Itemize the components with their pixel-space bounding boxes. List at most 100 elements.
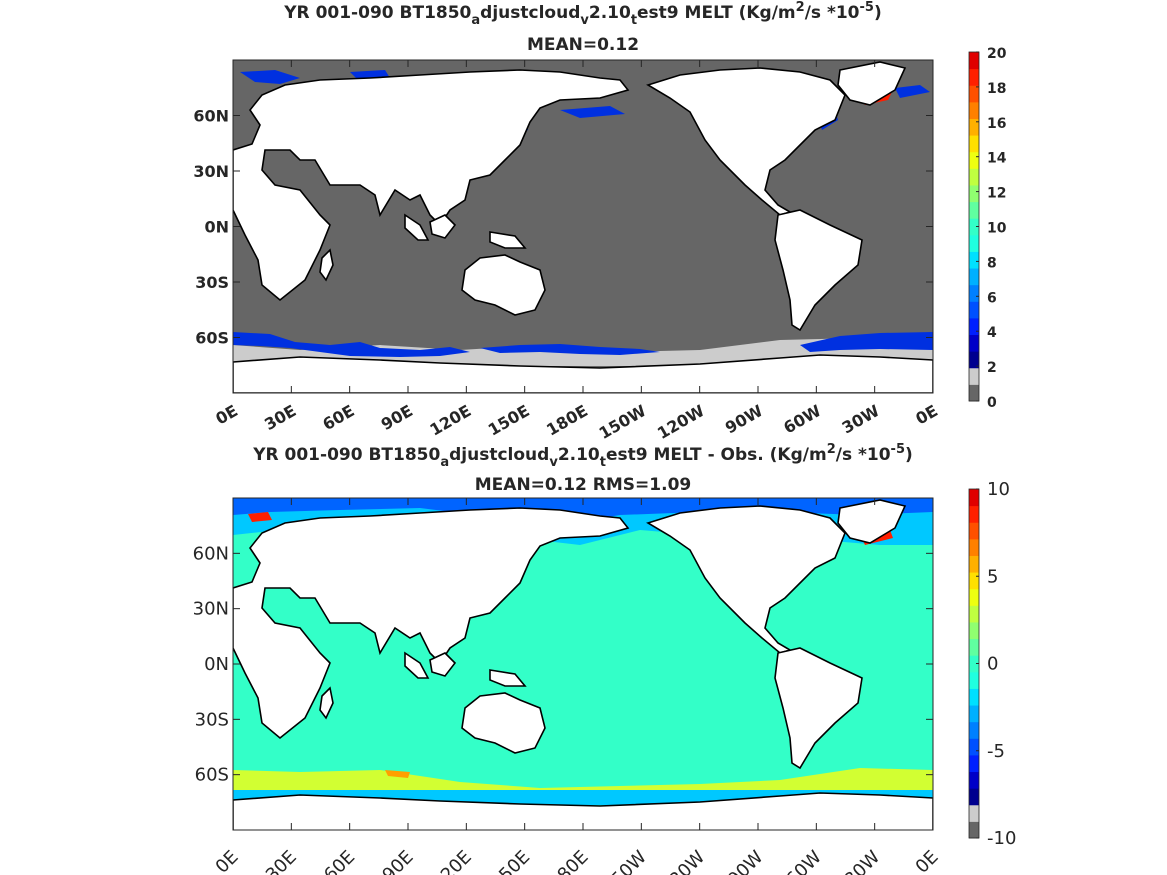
colorbar-segment-bottom — [969, 588, 979, 606]
y-tick-label-bottom: 0N — [204, 654, 229, 675]
colorbar-segment-top — [969, 184, 979, 203]
x-tick-label-bottom: 90E — [378, 847, 417, 875]
colorbar-tick-label-bottom: -10 — [987, 828, 1016, 849]
x-tick-label-top: 60E — [319, 401, 357, 434]
colorbar-tick-label-top: 2 — [987, 360, 997, 376]
colorbar-segment-top — [969, 85, 979, 103]
colorbar-segment-top — [969, 234, 979, 252]
x-tick-label-bottom: 0E — [912, 847, 943, 875]
x-tick-label-bottom: 150W — [599, 847, 651, 875]
colorbar-segment-top — [969, 101, 979, 119]
colorbar-segment-bottom — [969, 671, 979, 689]
colorbar-segment-bottom — [969, 655, 979, 673]
y-tick-label-top: 60N — [193, 107, 229, 126]
chart-title-bottom: YR 001-090 BT1850adjustcloudv2.10test9 M… — [252, 442, 913, 470]
colorbar-tick-label-top: 14 — [987, 151, 1007, 167]
x-tick-label-top: 90W — [722, 401, 766, 438]
colorbar-tick-label-top: 12 — [987, 186, 1006, 202]
x-tick-label-top: 180E — [543, 401, 591, 440]
colorbar-segment-top — [969, 168, 979, 186]
colorbar-segment-top — [969, 151, 979, 169]
x-tick-label-bottom: 30W — [841, 847, 885, 875]
bering-melt-top — [560, 106, 625, 118]
colorbar-segment-top — [969, 118, 979, 136]
southern-bias-yellow — [233, 768, 933, 790]
chart-title-top: YR 001-090 BT1850adjustcloudv2.10test9 M… — [283, 0, 881, 28]
colorbar-segment-bottom — [969, 705, 979, 723]
x-tick-label-bottom: 120E — [429, 847, 476, 875]
colorbar-tick-label-top: 8 — [987, 255, 997, 271]
x-tick-label-bottom: 90W — [724, 847, 768, 875]
colorbar-segment-top — [969, 218, 979, 236]
colorbar-segment-top — [969, 334, 979, 352]
colorbar-tick-label-bottom: -5 — [987, 741, 1005, 762]
y-tick-label-top: 60S — [195, 329, 229, 348]
colorbar-tick-label-top: 20 — [987, 46, 1007, 62]
ice-band-blue3-top — [800, 332, 933, 352]
y-tick-label-top: 30S — [195, 273, 229, 292]
y-tick-label-top: 30N — [193, 162, 229, 181]
map-top — [233, 60, 933, 393]
colorbar-segment-bottom — [969, 738, 979, 756]
x-tick-label-top: 60W — [780, 401, 824, 438]
ice-band-blue2-top — [480, 344, 660, 355]
colorbar-segment-top — [969, 317, 979, 336]
x-tick-label-bottom: 30E — [262, 847, 301, 875]
colorbar-tick-label-top: 18 — [987, 81, 1006, 97]
colorbar-segment-bottom — [969, 688, 979, 706]
y-tick-label-bottom: 60S — [195, 765, 229, 786]
colorbar-segment-top — [969, 351, 979, 369]
colorbar-segment-bottom — [969, 771, 979, 789]
x-tick-label-top: 150E — [485, 401, 533, 440]
colorbar-segment-top — [969, 251, 979, 269]
colorbar-segment-top — [969, 301, 979, 319]
colorbar-segment-bottom — [969, 721, 979, 739]
x-tick-label-top: 0E — [912, 401, 941, 428]
colorbar-segment-bottom — [969, 754, 979, 773]
colorbar-tick-label-bottom: 5 — [987, 566, 998, 587]
x-tick-label-bottom: 120W — [657, 847, 709, 875]
colorbar-segment-bottom — [969, 804, 979, 822]
colorbar-segment-top — [969, 384, 979, 402]
x-tick-label-top: 120W — [654, 401, 708, 443]
x-tick-label-bottom: 60W — [782, 847, 826, 875]
colorbar-segment-top — [969, 268, 979, 286]
colorbar-segment-top — [969, 284, 979, 302]
colorbar-segment-top — [969, 135, 979, 153]
chart-subtitle-bottom: MEAN=0.12 RMS=1.09 — [475, 475, 691, 495]
colorbar-segment-top — [969, 367, 979, 385]
colorbar-tick-label-top: 10 — [987, 221, 1007, 237]
x-tick-label-top: 90E — [378, 401, 416, 434]
colorbar-segment-top — [969, 201, 979, 219]
colorbar-segment-bottom — [969, 555, 979, 573]
arctic-bias-red — [248, 512, 272, 522]
x-tick-label-top: 30E — [261, 401, 299, 434]
chart-subtitle-top: MEAN=0.12 — [527, 35, 639, 55]
y-tick-label-bottom: 30N — [193, 599, 229, 620]
colorbar-segment-bottom — [969, 788, 979, 806]
map-bottom — [233, 498, 933, 830]
colorbar-segment-bottom — [969, 522, 979, 540]
x-tick-label-top: 30W — [839, 401, 883, 438]
greenland-melt2-top — [895, 85, 930, 98]
colorbar-segment-bottom — [969, 621, 979, 640]
colorbar-segment-bottom — [969, 538, 979, 556]
colorbar-tick-label-top: 6 — [987, 290, 997, 306]
colorbar-tick-label-top: 4 — [987, 325, 997, 341]
colorbar-segment-bottom — [969, 605, 979, 623]
southern-bias-orange — [385, 770, 410, 778]
ice-band-blue-top — [233, 332, 470, 357]
x-tick-label-bottom: 150E — [487, 847, 534, 875]
colorbar-segment-bottom — [969, 572, 979, 590]
x-tick-label-bottom: 60E — [320, 847, 359, 875]
colorbar-tick-label-top: 16 — [987, 116, 1006, 132]
colorbar-segment-bottom — [969, 638, 979, 656]
x-tick-label-top: 120E — [426, 401, 474, 440]
x-tick-label-top: 150W — [596, 401, 650, 443]
colorbar-segment-bottom — [969, 821, 979, 839]
colorbar-segment-bottom — [969, 505, 979, 523]
colorbar-tick-label-bottom: 0 — [987, 654, 998, 675]
x-tick-label-bottom: 0E — [212, 847, 243, 875]
y-tick-label-bottom: 30S — [195, 709, 229, 730]
